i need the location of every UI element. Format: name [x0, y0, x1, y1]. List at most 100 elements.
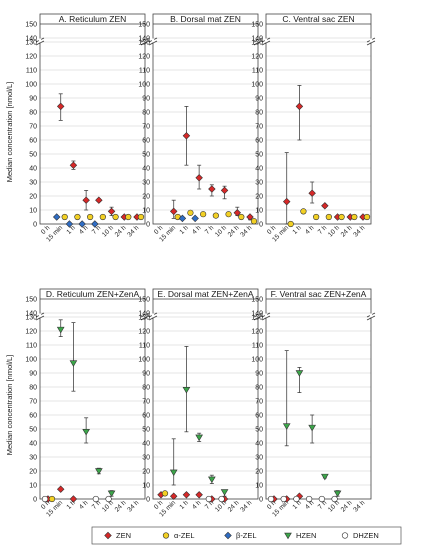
y-tick-label: 110: [26, 68, 37, 75]
data-point-zel: [178, 214, 187, 223]
y-tick-label: 60: [29, 413, 37, 420]
legend-label: HZEN: [296, 531, 316, 540]
x-tick-label: 1 h: [291, 224, 303, 236]
data-point-hzen: [56, 326, 65, 334]
y-tick-label: 130: [138, 315, 150, 322]
data-point-dhzen: [205, 495, 212, 503]
y-tick-label: 0: [146, 222, 150, 229]
y-tick-label: 60: [142, 138, 150, 145]
x-tick-label: 4 h: [304, 224, 316, 236]
y-tick-label: 20: [29, 194, 37, 201]
y-tick-label: 90: [142, 371, 150, 378]
data-point-zen: [282, 197, 291, 206]
y-tick-label: 40: [255, 441, 263, 448]
y-tick-label: 90: [255, 371, 263, 378]
y-tick-label: 30: [255, 180, 263, 187]
data-point-zel: [48, 495, 56, 503]
legend-item-zen: ZEN: [104, 531, 131, 540]
y-tick-label: 130: [25, 315, 37, 322]
data-point-zen: [169, 492, 178, 500]
y-tick-label: 10: [29, 483, 37, 490]
x-tick-label: 24 h: [114, 499, 128, 513]
chart-panel-1: A. Reticulum ZEN010203040506070809010011…: [25, 13, 150, 243]
data-point-zel: [125, 213, 132, 221]
y-tick-label: 30: [29, 455, 37, 462]
data-point-hzen: [282, 423, 291, 430]
data-point-zen: [195, 491, 203, 499]
x-tick-label: 7 h: [317, 499, 329, 511]
y-tick-label: 0: [146, 497, 150, 504]
chart-title: B. Dorsal mat ZEN: [170, 14, 241, 24]
axis-break-gap: [256, 313, 260, 318]
y-tick-label: 140: [25, 36, 37, 43]
y-tick-label: 150: [25, 297, 37, 304]
data-point-zel: [325, 213, 332, 221]
y-tick-label: 90: [29, 371, 37, 378]
x-tick-label: 7 h: [91, 499, 103, 511]
x-tick-label: 4 h: [191, 224, 203, 236]
data-point-zel: [191, 214, 199, 223]
x-tick-label: 0 h: [266, 499, 278, 511]
y-tick-label: 110: [252, 343, 263, 350]
chart-panel-4: D. Reticulum ZEN+ZenA 0 10 20 30 40 50 60 70 80 90…: [25, 288, 150, 518]
y-tick-label: 50: [29, 427, 37, 434]
axis-break-gap: [369, 313, 373, 318]
data-point-hzen: [220, 489, 229, 496]
x-tick-label: 0 h: [266, 224, 278, 236]
y-tick-label: 70: [255, 399, 263, 406]
data-point-zel: [187, 209, 194, 216]
data-point-hzen: [333, 490, 342, 498]
legend-item-dhzen: DHZEN: [341, 531, 379, 540]
y-tick-label: 100: [251, 82, 263, 89]
y-tick-label: 20: [142, 194, 150, 201]
y-tick-label: 120: [25, 329, 37, 336]
y-tick-label: 70: [29, 399, 37, 406]
y-tick-label: 130: [251, 40, 263, 47]
x-tick-label: 24 h: [340, 224, 354, 238]
y-tick-label: 60: [142, 413, 150, 420]
y-tick-label: 0: [259, 222, 263, 229]
axis-break-gap: [38, 38, 42, 43]
x-tick-label: 34 h: [239, 499, 253, 513]
y-tick-label: 110: [139, 343, 150, 350]
chart-panel-6: F. Ventral sac ZEN+ZenA 0 10 20 30 40 50 60 70 80…: [251, 288, 376, 518]
chart-title: A. Reticulum ZEN: [59, 14, 127, 24]
plot-frame: [39, 13, 146, 225]
data-point-hzen: [321, 473, 329, 481]
y-tick-label: 20: [29, 469, 37, 476]
x-tick-label: 1 h: [65, 499, 77, 511]
y-tick-label: 10: [142, 483, 150, 490]
y-tick-label: 70: [142, 399, 150, 406]
y-axis-label-bottom: Median concentration [nmol/L]: [5, 355, 14, 455]
data-point-zel: [363, 213, 371, 221]
data-point-zel: [313, 213, 320, 221]
y-tick-label: 10: [255, 208, 263, 215]
axis-break-gap: [143, 313, 147, 318]
data-point-hzen: [308, 424, 316, 432]
data-point-dhzen: [293, 495, 300, 503]
x-tick-label: 34 h: [352, 224, 366, 238]
legend-label: β-ZEL: [236, 531, 257, 540]
y-tick-label: 50: [255, 427, 263, 434]
data-point-zel: [250, 218, 258, 225]
data-point-hzen: [169, 469, 178, 477]
data-point-zel: [52, 213, 61, 221]
data-point-zen: [56, 485, 65, 493]
y-tick-label: 80: [255, 110, 263, 117]
data-point-dhzen: [267, 495, 275, 503]
y-tick-label: 150: [251, 297, 263, 304]
x-tick-label: 4 h: [78, 499, 90, 511]
x-tick-label: 24 h: [227, 224, 241, 238]
y-tick-label: 80: [142, 385, 150, 392]
axis-break-gap: [143, 38, 147, 43]
data-point-zen: [182, 132, 191, 140]
y-tick-label: 60: [255, 413, 263, 420]
y-tick-label: 140: [138, 36, 150, 43]
y-tick-label: 120: [251, 54, 263, 61]
legend-box: [91, 526, 402, 545]
x-tick-label: 0 h: [153, 499, 165, 511]
data-point-zen: [233, 209, 242, 217]
y-tick-label: 20: [255, 469, 263, 476]
y-tick-label: 130: [25, 40, 37, 47]
plot-frame: [152, 288, 259, 500]
